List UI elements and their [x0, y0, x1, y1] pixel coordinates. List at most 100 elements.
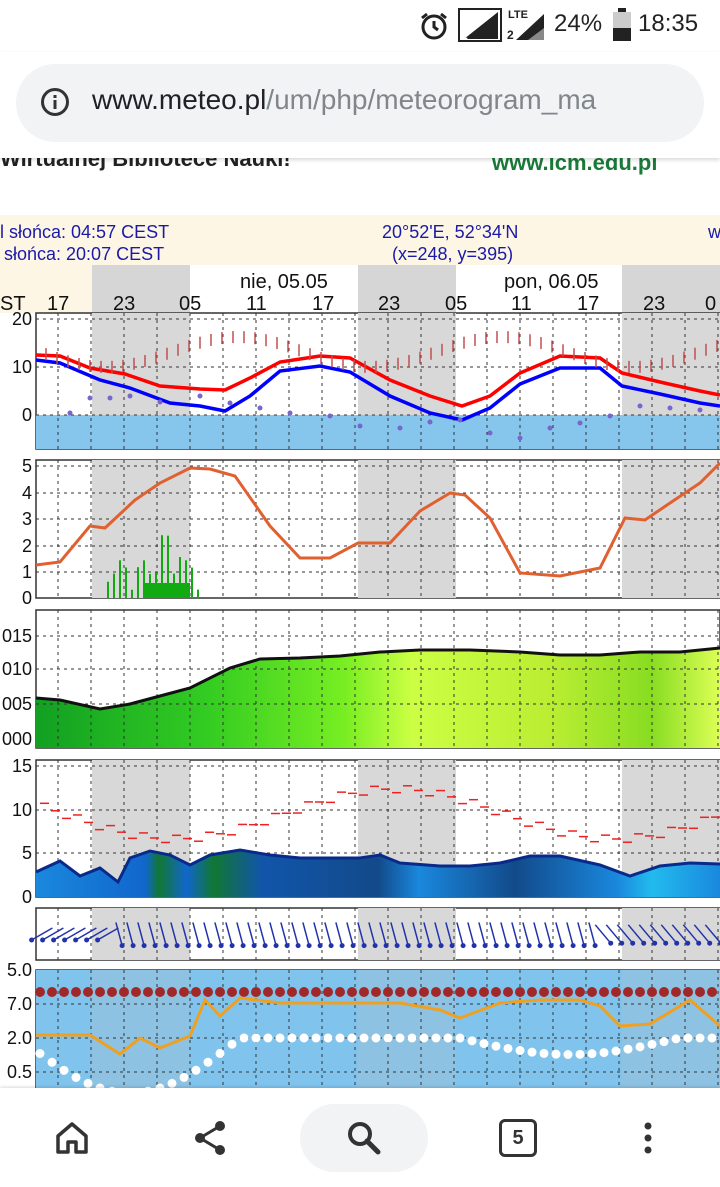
cloud-dot-high [119, 987, 129, 997]
wind-arrow [42, 927, 64, 941]
more-menu-button[interactable] [616, 1106, 680, 1170]
cloud-dot-high [611, 987, 621, 997]
wind-arrow [181, 922, 189, 946]
wind-arrow [445, 922, 453, 946]
wind-arrow [31, 927, 53, 941]
grid-text: (x=248, y=395) [392, 244, 513, 264]
cloud-dot-high [515, 987, 525, 997]
sim1-label: 1 [461, 28, 468, 42]
cloud-dot-high [59, 987, 69, 997]
wind-arrow [346, 922, 354, 946]
cloud-dot-low [47, 1057, 57, 1067]
dew-dot [357, 423, 363, 429]
tabs-button[interactable]: 5 [486, 1106, 550, 1170]
cloud-dot-high [587, 987, 597, 997]
temperature-tick: 0 [22, 405, 32, 425]
wind-arrow [649, 924, 667, 944]
precipitation-tick: 1 [22, 562, 32, 582]
dew-dot [427, 419, 433, 425]
cloud-dot-low [503, 1043, 513, 1053]
cloud-dot-high [143, 987, 153, 997]
temperature-tick: 10 [12, 357, 32, 377]
cloud-dot-high [503, 987, 513, 997]
dew-dot [397, 425, 403, 431]
sim1-signal-icon: 1 [458, 8, 502, 42]
temperature-line [35, 353, 720, 408]
cloud-dot-high [479, 987, 489, 997]
wind-arrow [401, 922, 409, 946]
wind-arrow [159, 922, 167, 946]
cloud-dot-high [299, 987, 309, 997]
visibility-line [36, 996, 720, 1056]
cloud-dot-low [191, 1065, 201, 1075]
share-button[interactable] [178, 1106, 242, 1170]
cloud-dot-high [527, 987, 537, 997]
cloud-dot-high [95, 987, 105, 997]
cloud-dot-low [395, 1033, 405, 1043]
cloud-dot-high [287, 987, 297, 997]
hour-label: 05 [445, 293, 467, 315]
cloud-dot-low [419, 1033, 429, 1043]
cloud-dot-high [263, 987, 273, 997]
cloud-dot-high [443, 987, 453, 997]
dew-dot [87, 395, 93, 401]
address-bar[interactable]: www.meteo.pl/um/php/meteorogram_ma [16, 64, 704, 142]
hour-label: 0 [705, 293, 716, 315]
wind-arrow [379, 922, 387, 946]
search-button[interactable] [300, 1104, 428, 1172]
sunrise-text: l słońca: 04:57 CEST [0, 222, 169, 242]
wind-arrow [467, 922, 475, 946]
wind-arrow [258, 922, 266, 946]
url-text[interactable]: www.meteo.pl/um/php/meteorogram_ma [92, 84, 692, 116]
wind-arrow [225, 922, 233, 946]
wind-arrow [693, 924, 711, 944]
cloud-dot-low [347, 1033, 357, 1043]
pressure-tick: 005 [2, 694, 32, 714]
cloud-dot-low [491, 1041, 501, 1051]
home-icon [56, 1122, 88, 1154]
cloud-dot-low [599, 1048, 609, 1058]
day2-label: pon, 06.05 [504, 271, 599, 293]
wind-panel: 15 10 5 0 [12, 756, 720, 907]
cloud-dot-low [539, 1048, 549, 1058]
hour-label: 11 [511, 293, 532, 315]
hour-label: 05 [179, 293, 201, 315]
cloud-dot-low [383, 1033, 393, 1043]
cloud-dot-low [71, 1072, 81, 1082]
wind-arrow [280, 922, 288, 946]
home-button[interactable] [40, 1106, 104, 1170]
precipitation-tick: 5 [22, 456, 32, 476]
dew-dot [287, 410, 293, 416]
wind-arrow [566, 922, 574, 946]
cloud-dot-low [203, 1057, 213, 1067]
wind-arrow [660, 924, 678, 944]
wind-arrow [302, 922, 310, 946]
cloud-dot-high [179, 987, 189, 997]
wind-arrow [97, 927, 119, 941]
wind-arrow [423, 922, 431, 946]
cloud-dot-low [683, 1033, 693, 1043]
wind-arrow [671, 924, 689, 944]
cloud-dot-low [323, 1033, 333, 1043]
cloud-dot-high [491, 987, 501, 997]
lte-label: LTE [508, 9, 528, 21]
meteogram: Wirtualnej Bibliotece Nauki! www.icm.edu… [0, 158, 720, 1088]
cloud-dot-high [191, 987, 201, 997]
dew-dot [67, 410, 73, 416]
visibility-panel: 5.0 7.0 2.0 0.5 [7, 960, 720, 1088]
wind-arrow [86, 927, 108, 941]
wind-tick: 0 [22, 887, 32, 907]
wind-arrow [434, 922, 442, 946]
cloud-dot-low [263, 1033, 273, 1043]
coords-text: 20°52'E, 52°34'N [382, 222, 518, 242]
info-icon[interactable] [40, 87, 70, 117]
pressure-tick: 015 [2, 626, 32, 646]
cloud-dot-high [227, 987, 237, 997]
cloud-dot-low [575, 1049, 585, 1059]
cloud-dot-high [635, 987, 645, 997]
cloud-dot-high [707, 987, 717, 997]
wind-arrow [682, 924, 700, 944]
cloud-dot-low [59, 1065, 69, 1075]
timezone-cut: ST [0, 293, 26, 315]
visibility-tick: 7.0 [7, 994, 32, 1014]
